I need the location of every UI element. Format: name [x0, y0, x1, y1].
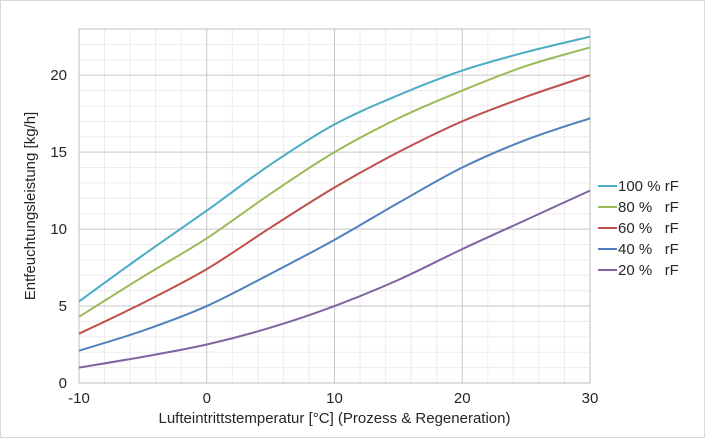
y-tick-label: 5: [59, 298, 67, 315]
y-tick-label: 0: [59, 375, 67, 392]
series-line-2: [78, 74, 591, 335]
x-axis-label: Lufteintrittstemperatur [°C] (Prozess & …: [159, 410, 511, 427]
y-tick-label: 10: [50, 221, 67, 238]
legend-label: 80 % rF: [618, 199, 679, 216]
x-tick-label: -10: [68, 390, 90, 407]
legend-label: 20 % rF: [618, 262, 679, 279]
series-line-0: [78, 35, 591, 303]
plot-area-border: [78, 28, 591, 384]
legend-label: 100 % rF: [618, 178, 679, 195]
x-tick-label: 0: [203, 390, 211, 407]
y-tick-label: 20: [50, 67, 67, 84]
series-line-1: [78, 46, 591, 318]
y-axis-label: Entfeuchtungsleistung [kg/h]: [22, 112, 39, 300]
legend-label: 40 % rF: [618, 241, 679, 258]
y-tick-label: 15: [50, 144, 67, 161]
series-line-4: [78, 189, 591, 369]
series-line-3: [78, 117, 591, 352]
x-tick-label: 10: [326, 390, 343, 407]
x-tick-label: 20: [454, 390, 471, 407]
legend-label: 60 % rF: [618, 220, 679, 237]
x-tick-label: 30: [582, 390, 599, 407]
